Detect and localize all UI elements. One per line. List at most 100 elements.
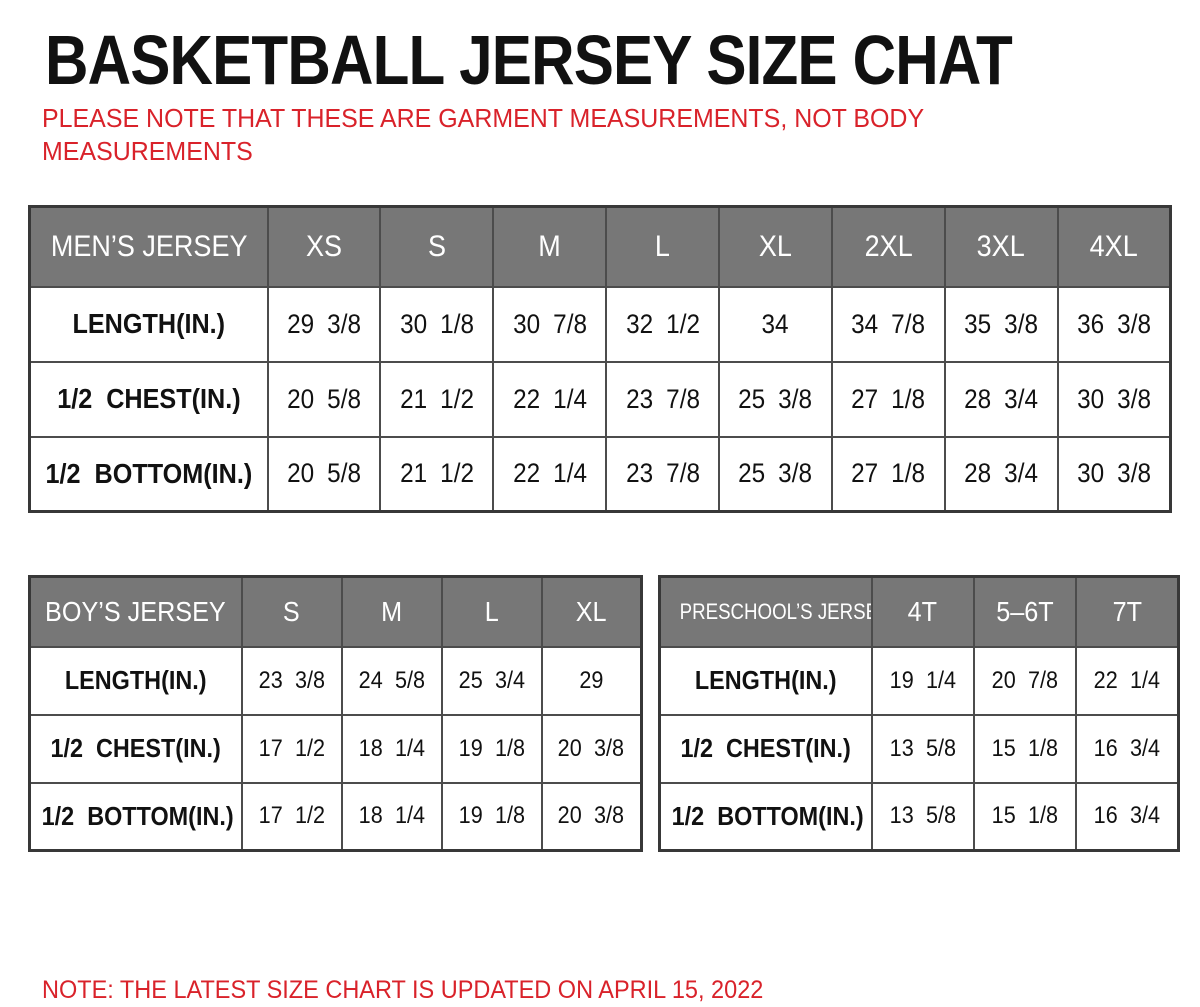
boys-value-0-0: 23 3/8 — [240, 645, 343, 716]
preschool-value-0-0-text: 19 1/4 — [889, 666, 956, 694]
boys-size-header-0-text: S — [283, 595, 300, 627]
preschool-row-label-1: 1/2 CHEST(IN.) — [658, 713, 873, 784]
mens-value-1-6-text: 28 3/4 — [964, 383, 1039, 414]
preschool-value-2-0: 13 5/8 — [870, 781, 975, 852]
mens-value-2-7-text: 30 3/8 — [1076, 458, 1151, 489]
preschools-jersey-size-table: PRESCHOOL’S JERSEY 4T 5–6T 7T LENGTH(IN.) 19 … — [658, 575, 1180, 852]
boys-value-0-3: 29 — [540, 645, 643, 716]
mens-value-2-4-text: 25 3/8 — [738, 458, 813, 489]
footer-notes: NOTE: THE LATEST SIZE CHART IS UPDATED O… — [42, 880, 1095, 1007]
preschool-size-header-2-text: 7T — [1112, 595, 1142, 627]
preschool-size-header-1: 5–6T — [972, 575, 1078, 648]
boys-value-2-2: 19 1/8 — [440, 781, 543, 852]
preschool-value-2-1-text: 15 1/8 — [991, 802, 1059, 830]
mens-value-0-2: 30 7/8 — [492, 285, 608, 363]
preschool-value-1-0-text: 13 5/8 — [889, 734, 956, 762]
preschool-value-2-0-text: 13 5/8 — [889, 802, 956, 830]
preschool-row-label-1-text: 1/2 CHEST(IN.) — [680, 733, 851, 763]
boys-value-1-1: 18 1/4 — [340, 713, 443, 784]
preschool-size-header-0-text: 4T — [907, 595, 938, 627]
boys-jersey-size-table: BOY’S JERSEY S M L XL LENGTH(IN.) 23 3/8 24 5/8… — [28, 575, 643, 852]
mens-row-label-2: 1/2 BOTTOM(IN.) — [28, 435, 269, 513]
mens-value-2-2: 22 1/4 — [492, 435, 608, 513]
boys-value-1-3-text: 20 3/8 — [558, 734, 625, 762]
preschool-value-0-2: 22 1/4 — [1075, 645, 1180, 716]
mens-value-0-1-text: 30 1/8 — [399, 308, 474, 339]
preschool-value-0-0: 19 1/4 — [870, 645, 975, 716]
boys-size-header-2: L — [440, 575, 543, 648]
preschool-value-0-1: 20 7/8 — [972, 645, 1078, 716]
mens-value-2-3-text: 23 7/8 — [625, 458, 700, 489]
mens-value-1-1-text: 21 1/2 — [399, 383, 474, 414]
mens-value-0-2-text: 30 7/8 — [512, 308, 587, 339]
mens-size-header-4: XL — [718, 205, 833, 288]
mens-header-row: MEN’S JERSEY XS S M L XL 2XL 3XL 4XL — [28, 205, 1172, 288]
mens-value-0-7: 36 3/8 — [1056, 285, 1172, 363]
mens-value-0-5: 34 7/8 — [830, 285, 946, 363]
mens-value-2-5-text: 27 1/8 — [851, 458, 926, 489]
preschool-value-2-2-text: 16 3/4 — [1093, 802, 1161, 830]
boys-row-label-2: 1/2 BOTTOM(IN.) — [28, 781, 243, 852]
mens-value-1-4: 25 3/8 — [718, 360, 833, 438]
mens-size-header-5: 2XL — [830, 205, 946, 288]
boys-row-label-0: LENGTH(IN.) — [28, 645, 243, 716]
mens-value-0-6: 35 3/8 — [943, 285, 1059, 363]
boys-value-0-3-text: 29 — [579, 666, 604, 694]
mens-row-label-2-text: 1/2 BOTTOM(IN.) — [45, 457, 253, 489]
boys-value-1-1-text: 18 1/4 — [358, 734, 425, 762]
boys-value-2-3-text: 20 3/8 — [558, 802, 625, 830]
mens-size-header-0-text: XS — [305, 229, 342, 263]
mens-value-0-3-text: 32 1/2 — [625, 308, 700, 339]
mens-size-header-1-text: S — [427, 229, 446, 263]
preschool-value-2-1: 15 1/8 — [972, 781, 1078, 852]
mens-value-1-2: 22 1/4 — [492, 360, 608, 438]
preschool-value-1-2-text: 16 3/4 — [1093, 734, 1161, 762]
mens-value-2-0-text: 20 5/8 — [286, 458, 361, 489]
mens-data-row-1: 1/2 CHEST(IN.) 20 5/8 21 1/2 22 1/4 23 7/8 25… — [28, 360, 1172, 438]
boys-row-label-1-text: 1/2 CHEST(IN.) — [50, 733, 221, 763]
mens-value-0-4: 34 — [718, 285, 833, 363]
mens-value-1-5-text: 27 1/8 — [851, 383, 926, 414]
boys-size-header-1: M — [340, 575, 443, 648]
mens-size-header-6-text: 3XL — [977, 229, 1026, 263]
mens-value-1-5: 27 1/8 — [830, 360, 946, 438]
preschool-value-1-1-text: 15 1/8 — [991, 734, 1059, 762]
boys-value-1-2-text: 19 1/8 — [458, 734, 525, 762]
preschool-row-label-2: 1/2 BOTTOM(IN.) — [658, 781, 873, 852]
mens-data-row-0: LENGTH(IN.) 29 3/8 30 1/8 30 7/8 32 1/2 34 34 … — [28, 285, 1172, 363]
boys-value-2-0-text: 17 1/2 — [258, 802, 325, 830]
boys-value-1-3: 20 3/8 — [540, 713, 643, 784]
preschool-table-title: PRESCHOOL’S JERSEY — [658, 575, 873, 648]
mens-value-0-6-text: 35 3/8 — [964, 308, 1039, 339]
mens-value-2-2-text: 22 1/4 — [512, 458, 587, 489]
mens-table-title: MEN’S JERSEY — [28, 205, 269, 288]
preschool-size-header-2: 7T — [1075, 575, 1180, 648]
update-date-note: NOTE: THE LATEST SIZE CHART IS UPDATED O… — [42, 976, 764, 1004]
mens-value-1-3: 23 7/8 — [605, 360, 720, 438]
mens-value-0-7-text: 36 3/8 — [1076, 308, 1151, 339]
boys-value-0-1: 24 5/8 — [340, 645, 443, 716]
mens-size-header-2-text: M — [538, 229, 561, 263]
mens-size-header-0: XS — [266, 205, 382, 288]
page-title: BASKETBALL JERSEY SIZE CHAT — [45, 21, 1013, 99]
boys-value-1-0: 17 1/2 — [240, 713, 343, 784]
boys-value-2-3: 20 3/8 — [540, 781, 643, 852]
boys-data-row-0: LENGTH(IN.) 23 3/8 24 5/8 25 3/4 29 — [28, 645, 643, 716]
preschool-value-1-0: 13 5/8 — [870, 713, 975, 784]
boys-value-2-2-text: 19 1/8 — [458, 802, 525, 830]
mens-value-1-3-text: 23 7/8 — [625, 383, 700, 414]
preschool-value-1-2: 16 3/4 — [1075, 713, 1180, 784]
mens-jersey-size-table: MEN’S JERSEY XS S M L XL 2XL 3XL 4XL LENGTH(IN.) 2… — [28, 205, 1172, 513]
boys-data-row-1: 1/2 CHEST(IN.) 17 1/2 18 1/4 19 1/8 20 3/8 — [28, 713, 643, 784]
boys-value-0-0-text: 23 3/8 — [258, 666, 325, 694]
mens-value-2-0: 20 5/8 — [266, 435, 382, 513]
preschool-row-label-0: LENGTH(IN.) — [658, 645, 873, 716]
boys-value-2-1: 18 1/4 — [340, 781, 443, 852]
boys-size-header-3-text: XL — [575, 595, 607, 627]
mens-value-1-1: 21 1/2 — [379, 360, 495, 438]
mens-value-2-6-text: 28 3/4 — [964, 458, 1039, 489]
preschool-value-0-2-text: 22 1/4 — [1093, 666, 1161, 694]
mens-value-1-7-text: 30 3/8 — [1076, 383, 1151, 414]
boys-row-label-0-text: LENGTH(IN.) — [64, 665, 207, 695]
